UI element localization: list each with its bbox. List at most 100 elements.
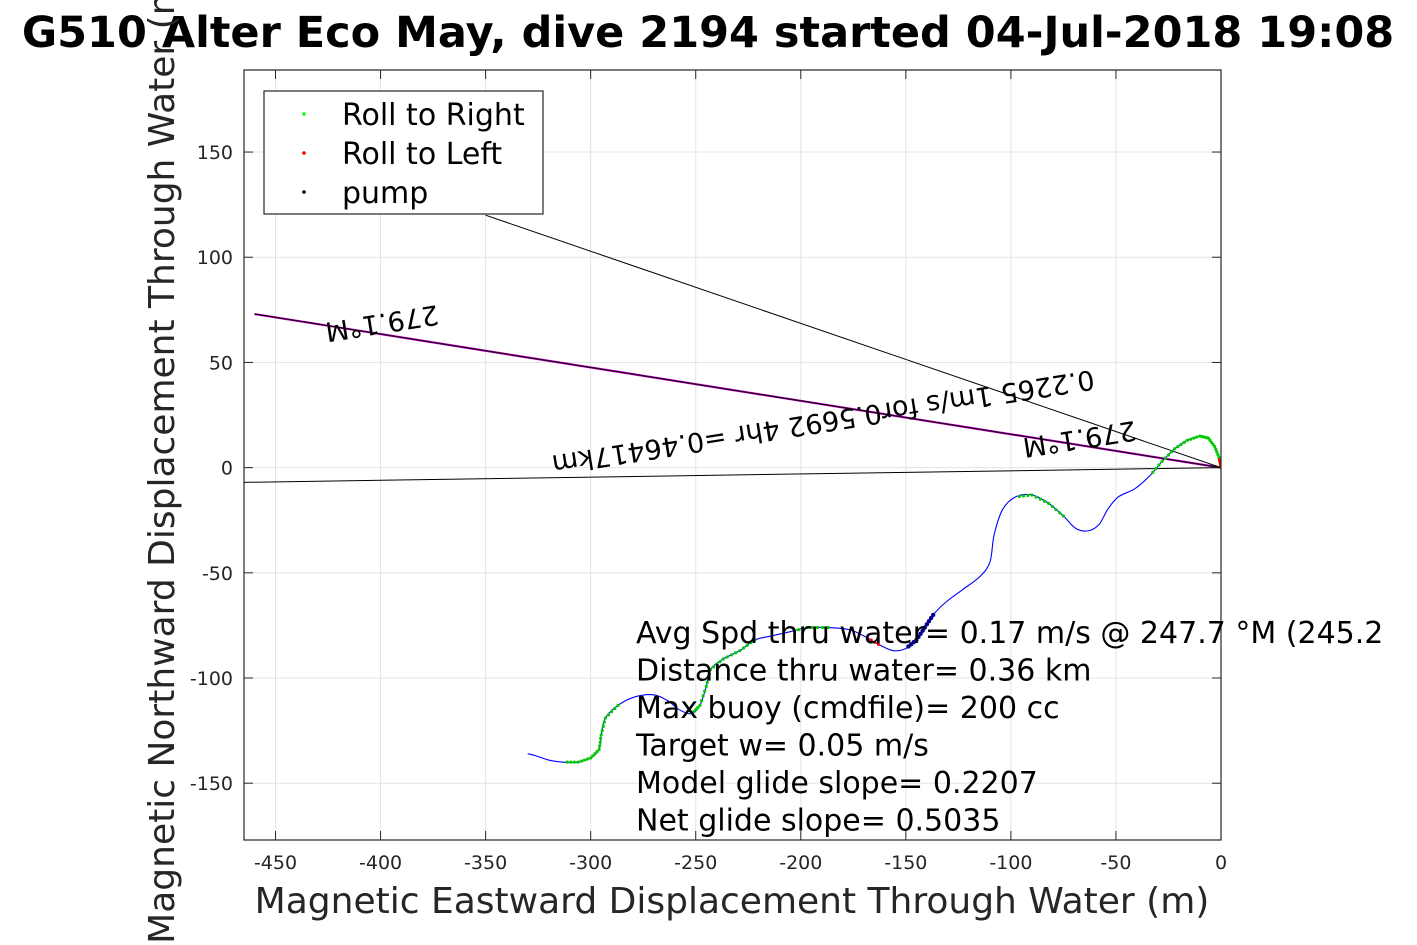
roll-right-marker bbox=[1217, 455, 1221, 459]
roll-right-marker bbox=[591, 754, 595, 758]
roll-right-marker bbox=[1054, 508, 1058, 512]
reference-lines bbox=[244, 214, 1221, 483]
stats-note: Max buoy (cmdfile)= 200 cc bbox=[636, 691, 1060, 726]
axis-ticks: -450 -400 -350 -300 -250 -200 -150 -100 -50 0 -150… bbox=[190, 70, 1227, 874]
roll-right-marker bbox=[601, 724, 605, 728]
roll-right-marker bbox=[826, 625, 830, 630]
roll-right-marker bbox=[1061, 514, 1066, 518]
x-axis-label: Magnetic Eastward Displacement Through W… bbox=[255, 881, 1210, 922]
legend-marker bbox=[302, 151, 306, 155]
roll-right-marker bbox=[703, 689, 707, 693]
pump-marker bbox=[922, 625, 927, 630]
roll-right-marker bbox=[1170, 450, 1174, 454]
roll-right-marker bbox=[1151, 470, 1155, 474]
roll-right-marker bbox=[749, 641, 753, 645]
roll-right-marker bbox=[1166, 453, 1171, 457]
y-axis-label: Magnetic Northward Displacement Through … bbox=[142, 0, 183, 944]
roll-left-marker bbox=[1217, 458, 1221, 462]
roll-right-marker bbox=[708, 667, 713, 672]
x-tick-label: -250 bbox=[674, 852, 717, 874]
roll-right-marker bbox=[1047, 501, 1051, 505]
pump-marker bbox=[928, 615, 934, 621]
roll-right-marker bbox=[752, 638, 757, 642]
roll-right-marker bbox=[1160, 459, 1164, 463]
roll-right-marker bbox=[572, 760, 576, 764]
roll-right-marker bbox=[821, 625, 825, 630]
roll-right-marker bbox=[696, 705, 700, 710]
roll-right-marker bbox=[741, 646, 746, 650]
roll-right-marker bbox=[593, 752, 597, 756]
roll-right-marker bbox=[1214, 447, 1218, 451]
roll-right-marker bbox=[725, 655, 729, 659]
y-tick-label: 100 bbox=[197, 247, 233, 269]
roll-left-marker bbox=[865, 636, 870, 640]
x-tick-label: 0 bbox=[1215, 852, 1227, 874]
pump-marker bbox=[916, 634, 921, 640]
x-tick-label: -400 bbox=[359, 852, 402, 874]
roll-right-marker bbox=[585, 757, 590, 761]
roll-right-marker bbox=[602, 720, 606, 724]
roll-right-marker bbox=[589, 756, 593, 760]
roll-right-marker bbox=[729, 653, 734, 657]
roll-right-marker bbox=[1192, 436, 1196, 440]
legend-marker bbox=[302, 190, 306, 194]
y-tick-label: 50 bbox=[209, 352, 233, 374]
roll-right-marker bbox=[599, 733, 603, 737]
chart-title: G510 Alter Eco May, dive 2194 started 04… bbox=[22, 8, 1394, 58]
roll-right-marker bbox=[707, 672, 711, 676]
pump-marker bbox=[918, 631, 923, 637]
roll-right-marker bbox=[699, 699, 704, 703]
roll-right-marker bbox=[613, 706, 617, 711]
roll-right-marker bbox=[598, 740, 602, 744]
roll-right-marker bbox=[1185, 438, 1189, 442]
roll-right-marker bbox=[1188, 437, 1193, 441]
roll-right-marker bbox=[597, 747, 601, 752]
roll-right-marker bbox=[616, 703, 620, 707]
roll-right-marker bbox=[606, 713, 611, 717]
plot-frame bbox=[243, 69, 1222, 841]
roll-right-marker bbox=[599, 736, 603, 741]
roll-right-marker bbox=[1195, 435, 1199, 439]
x-tick-label: -100 bbox=[989, 852, 1032, 874]
y-tick-label: 150 bbox=[197, 142, 233, 164]
y-tick-label: -150 bbox=[190, 773, 233, 795]
roll-right-marker bbox=[718, 660, 722, 664]
dive-track bbox=[527, 435, 1221, 764]
roll-right-marker bbox=[603, 716, 607, 720]
roll-right-marker bbox=[815, 625, 820, 630]
roll-right-marker bbox=[600, 729, 604, 733]
roll-right-marker bbox=[734, 651, 738, 655]
roll-right-marker bbox=[1058, 511, 1062, 515]
x-tick-label: -150 bbox=[884, 852, 927, 874]
roll-right-marker bbox=[1154, 467, 1158, 471]
legend-label: Roll to Left bbox=[342, 137, 502, 172]
reference-line bbox=[254, 313, 1221, 469]
roll-right-marker bbox=[1038, 497, 1042, 501]
stats-note: Distance thru water= 0.36 km bbox=[636, 654, 1091, 689]
reference-line bbox=[485, 214, 1221, 469]
roll-right-marker bbox=[1173, 447, 1177, 451]
roll-right-marker bbox=[1216, 452, 1220, 457]
roll-right-marker bbox=[1179, 442, 1183, 447]
x-tick-label: -300 bbox=[569, 852, 612, 874]
stats-note: Target w= 0.05 m/s bbox=[635, 729, 929, 764]
legend-label: Roll to Right bbox=[342, 98, 525, 133]
roll-right-marker bbox=[582, 758, 586, 762]
roll-left-marker bbox=[876, 642, 881, 646]
roll-right-marker bbox=[704, 684, 708, 689]
roll-right-marker bbox=[694, 707, 698, 712]
roll-right-marker bbox=[1050, 504, 1054, 509]
pump-marker bbox=[924, 622, 930, 627]
roll-right-marker bbox=[745, 643, 749, 647]
roll-right-marker bbox=[792, 629, 797, 633]
legend-items: Roll to Right Roll to Left pump bbox=[302, 98, 525, 211]
stats-notes: Avg Spd thru water= 0.17 m/s @ 247.7 °M … bbox=[635, 616, 1383, 839]
y-tick-label: 0 bbox=[221, 458, 233, 480]
roll-right-marker bbox=[579, 759, 583, 763]
stats-note: Avg Spd thru water= 0.17 m/s @ 247.7 °M … bbox=[636, 616, 1383, 651]
legend: Roll to Right Roll to Left pump bbox=[263, 90, 544, 215]
roll-right-marker bbox=[705, 680, 709, 684]
roll-right-marker bbox=[1163, 456, 1167, 460]
pump-marker bbox=[926, 619, 932, 624]
